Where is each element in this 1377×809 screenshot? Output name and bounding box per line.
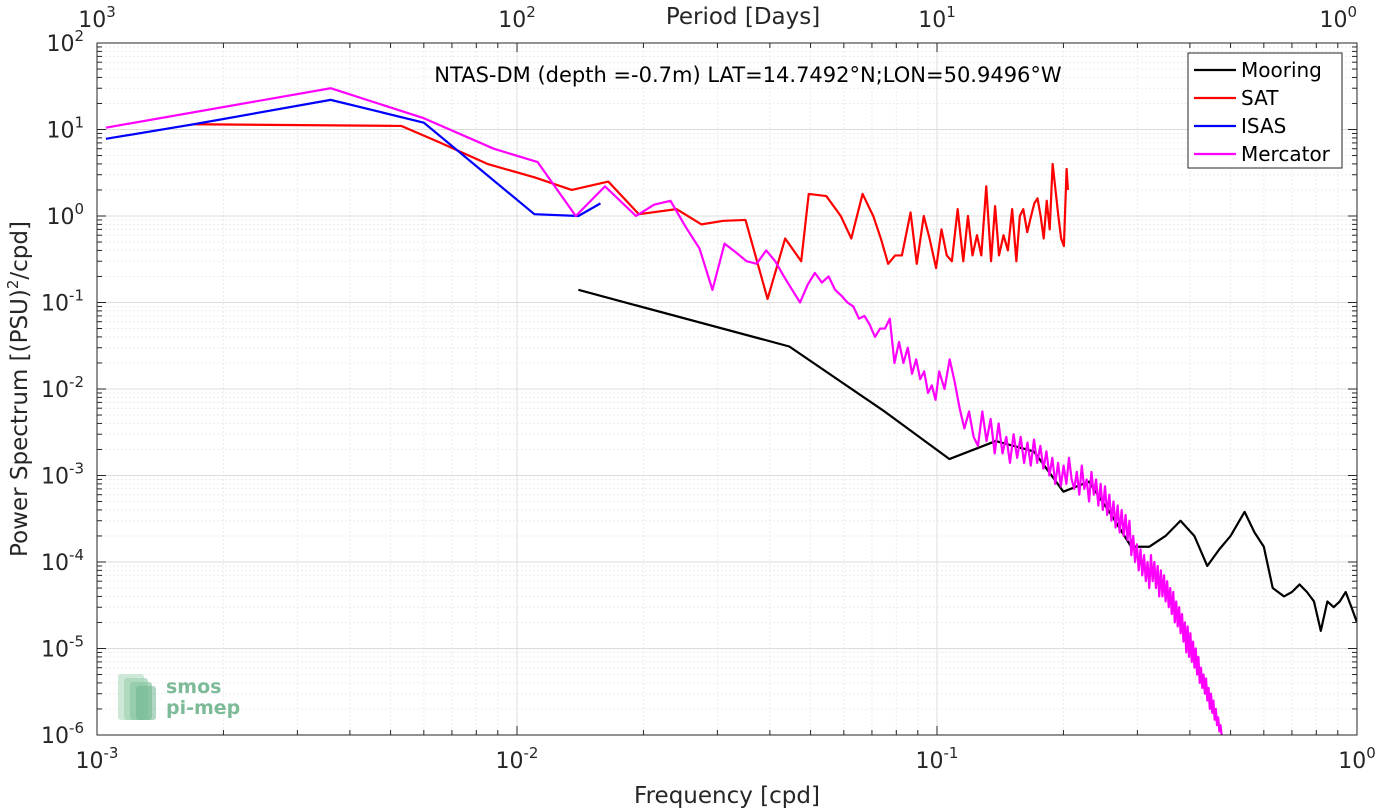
y-tick-label: 10-2 <box>41 373 84 403</box>
legend-label-sat: SAT <box>1241 86 1279 110</box>
y-tick-label: 10-5 <box>41 633 84 663</box>
y-tick-label: 100 <box>46 200 84 230</box>
x2-tick-label: 100 <box>1319 3 1357 33</box>
x2-tick-label: 103 <box>78 3 116 33</box>
x-tick-label: 10-3 <box>76 744 119 774</box>
x2-tick-label: 102 <box>498 3 536 33</box>
top-axis-title: Period [Days] <box>666 4 820 30</box>
y-tick-label: 10-1 <box>41 287 84 317</box>
legend-label-isas: ISAS <box>1241 114 1286 138</box>
x2-tick-label: 101 <box>918 3 956 33</box>
y-tick-label: 10-4 <box>41 546 84 576</box>
y-tick-label: 10-6 <box>41 719 84 749</box>
logo-text-pimep: pi-mep <box>166 697 240 719</box>
x-tick-label: 10-2 <box>496 744 539 774</box>
series-line-sat <box>193 123 1070 301</box>
legend-label-mooring: Mooring <box>1241 58 1322 82</box>
y-tick-label: 101 <box>46 114 84 144</box>
logo-text-smos: smos <box>166 676 221 698</box>
x-axis-title: Frequency [cpd] <box>634 783 820 809</box>
series-line-isas <box>105 98 601 218</box>
x-tick-label: 10-1 <box>916 744 959 774</box>
smos-pimep-logo: smos pi-mep <box>118 674 240 720</box>
legend-label-mercator: Mercator <box>1241 142 1331 166</box>
x-tick-label: 100 <box>1338 744 1376 774</box>
series-line-mercator <box>105 87 1223 735</box>
legend-box <box>1187 52 1343 169</box>
logo-shape-4 <box>136 686 156 720</box>
chart-title: NTAS-DM (depth =-0.7m) LAT=14.7492°N;LON… <box>434 63 1062 87</box>
y-axis-title: Power Spectrum [(PSU)2/cpd] <box>4 221 33 557</box>
series-lines <box>105 87 1357 735</box>
y-tick-label: 102 <box>46 27 84 57</box>
legend: Mooring SAT ISAS Mercator <box>1187 52 1343 169</box>
y-tick-label: 10-3 <box>41 460 84 490</box>
